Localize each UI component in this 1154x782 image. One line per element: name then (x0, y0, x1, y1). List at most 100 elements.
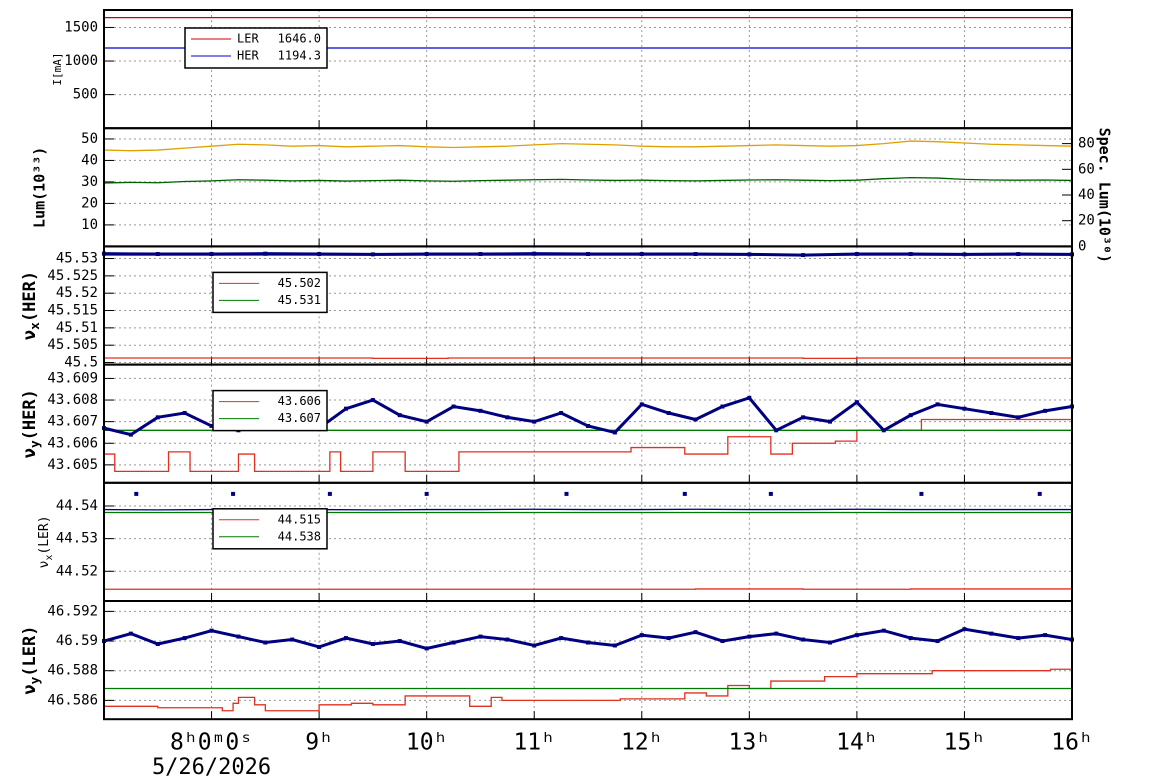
point (1043, 408, 1048, 413)
point (344, 406, 348, 411)
y2-tick-label: 20 (1078, 213, 1095, 229)
x-tick-label: 9ʰ (305, 730, 333, 756)
legend-value: 45.502 (278, 276, 321, 290)
legend-value: 1646.0 (278, 32, 321, 46)
point (559, 636, 564, 641)
y-tick-label: 45.515 (47, 303, 98, 319)
x-tick-label: 12ʰ (621, 730, 663, 756)
point (559, 411, 564, 416)
series-line (103, 627, 1073, 651)
point (919, 491, 924, 496)
y-tick-label: 1500 (64, 19, 98, 35)
point (505, 415, 510, 420)
point (693, 252, 698, 257)
label-sub: x (44, 554, 55, 560)
y-tick-label: 44.54 (56, 498, 98, 514)
point (768, 491, 773, 496)
point (908, 413, 913, 418)
y-tick-label: 43.606 (47, 435, 98, 451)
label-sub: x (28, 322, 43, 330)
y-tick-label: 44.52 (56, 563, 98, 579)
point (344, 636, 348, 641)
legend-name: LER (237, 32, 259, 46)
series-line (103, 140, 1073, 152)
y-tick-label: 43.609 (47, 370, 98, 386)
x-tick-label: 14ʰ (836, 730, 878, 756)
point (209, 252, 214, 257)
panel-frame (103, 127, 1073, 248)
point (451, 640, 456, 645)
y-tick-label: 20 (81, 195, 98, 211)
label-base: ν (20, 684, 40, 694)
legend-box (184, 27, 328, 69)
y-tick-label: 50 (81, 131, 98, 147)
legend-value: 44.515 (278, 512, 321, 526)
y-axis-label: νx(HER) (20, 271, 43, 340)
point (155, 252, 160, 257)
point (451, 404, 456, 409)
point (478, 252, 483, 257)
point (586, 252, 590, 257)
point (989, 411, 994, 416)
point (1043, 633, 1048, 638)
point (317, 644, 322, 649)
point (881, 628, 886, 633)
x-tick-label: 15ʰ (944, 730, 986, 756)
series-line (104, 418, 1072, 472)
label-sub: y (28, 440, 43, 448)
y2-tick-label: 80 (1078, 136, 1095, 152)
point (209, 628, 214, 633)
point (639, 633, 644, 638)
point (639, 402, 644, 407)
y-tick-label: 44.53 (56, 531, 98, 547)
point (774, 631, 779, 636)
y-tick-label: 46.59 (56, 633, 98, 649)
y-tick-label: 43.608 (47, 392, 98, 408)
panel-frame (103, 600, 1073, 721)
legend-box (212, 271, 328, 314)
series-line (103, 176, 1073, 184)
point (586, 423, 590, 428)
point (828, 640, 832, 645)
point (128, 631, 133, 636)
point (327, 491, 332, 496)
point (854, 400, 859, 405)
point (612, 643, 617, 648)
y-tick-label: 500 (73, 87, 98, 103)
point (747, 634, 752, 639)
point (747, 395, 752, 400)
point (1016, 636, 1021, 641)
y2-axis-label: Spec. Lum(10³⁰) (1096, 128, 1114, 263)
point (182, 636, 187, 641)
point (586, 640, 590, 645)
point (881, 428, 886, 433)
legend-box (212, 389, 328, 432)
legend-box (212, 508, 328, 550)
point (263, 640, 268, 645)
point (134, 491, 139, 496)
point (564, 491, 569, 496)
label-base: ν (20, 330, 40, 340)
point (639, 252, 644, 257)
y-tick-label: 30 (81, 174, 98, 190)
y-tick-label: 10 (81, 217, 98, 233)
point (962, 406, 967, 411)
point (532, 643, 537, 648)
x-tick-label: 13ʰ (729, 730, 771, 756)
point (182, 411, 187, 416)
point (935, 639, 940, 644)
y-axis-label: I[mA] (51, 53, 64, 86)
point (854, 633, 859, 638)
y-tick-label: 46.588 (47, 663, 98, 679)
point (962, 627, 967, 632)
point (424, 646, 429, 651)
point (424, 252, 429, 257)
point (693, 630, 698, 635)
label-sub: y (28, 676, 43, 684)
y-tick-label: 45.53 (56, 251, 98, 267)
y-axis-label: νy(LER) (20, 626, 43, 695)
point (720, 639, 725, 644)
point (720, 404, 725, 409)
point (231, 491, 236, 496)
